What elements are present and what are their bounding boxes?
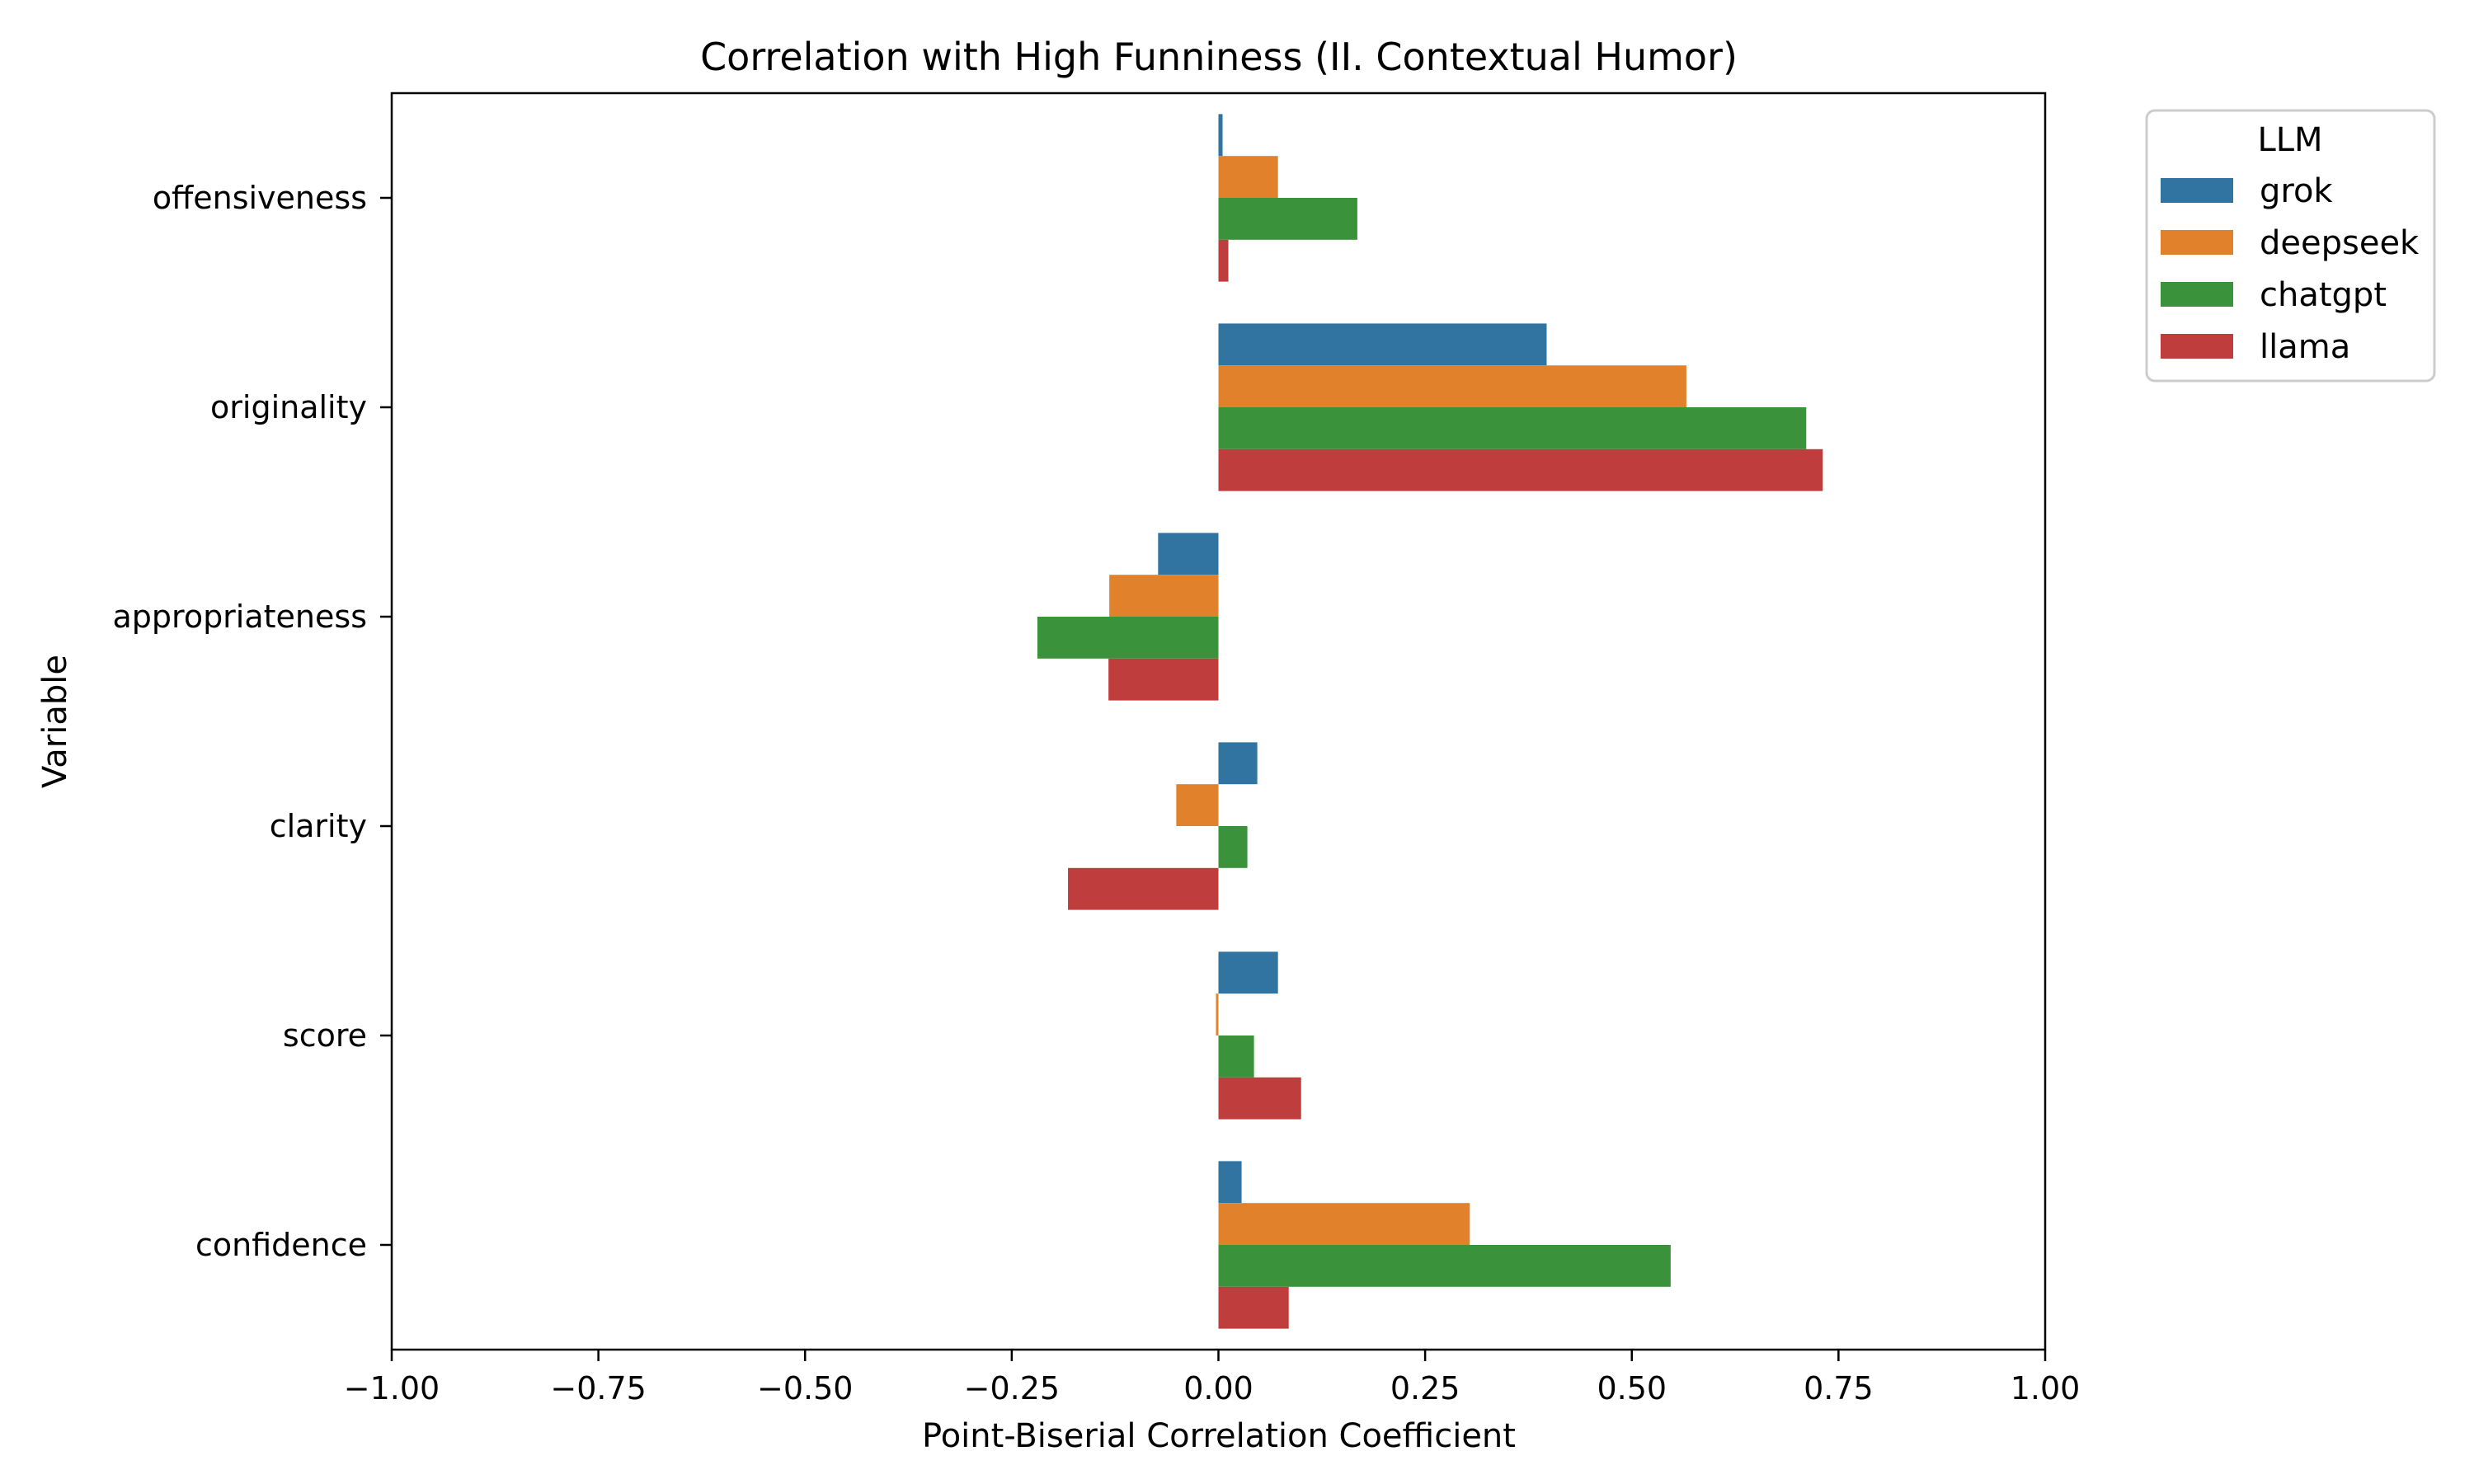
legend-swatch-grok: [2161, 178, 2233, 203]
legend-swatch-chatgpt: [2161, 282, 2233, 307]
legend-label-llama: llama: [2260, 328, 2350, 366]
legend: LLM grok deepseek chatgpt llama: [2145, 109, 2436, 383]
bar-deepseek-originality: [1218, 365, 1686, 407]
bar-llama-offensiveness: [1218, 239, 1229, 282]
y-axis-label: Variable: [36, 655, 74, 788]
x-axis-label: Point-Biserial Correlation Coefficient: [922, 1417, 1516, 1455]
bar-chatgpt-confidence: [1218, 1245, 1671, 1287]
legend-title: LLM: [2257, 121, 2322, 159]
bar-chatgpt-offensiveness: [1218, 198, 1357, 240]
bar-grok-confidence: [1218, 1161, 1242, 1204]
y-tick-label-confidence: confidence: [195, 1227, 367, 1263]
bar-chatgpt-clarity: [1218, 826, 1248, 868]
bar-grok-score: [1218, 951, 1278, 994]
x-tick-label: −0.25: [964, 1370, 1060, 1407]
y-tick-label-originality: originality: [210, 389, 367, 425]
bar-deepseek-clarity: [1176, 784, 1219, 826]
y-tick-label-offensiveness: offensiveness: [153, 180, 367, 216]
bar-chatgpt-score: [1218, 1036, 1254, 1078]
y-tick-label-score: score: [283, 1017, 367, 1054]
plot-area: −1.00 −0.75 −0.50 −0.25 0.00 0.25 0.50 0.75 1.00…: [113, 92, 2081, 1407]
bar-llama-originality: [1218, 448, 1823, 491]
legend-swatch-llama: [2161, 334, 2233, 359]
x-tick-label: 0.75: [1804, 1370, 1874, 1407]
bar-deepseek-score: [1216, 993, 1219, 1036]
bar-grok-clarity: [1218, 742, 1258, 785]
legend-swatch-deepseek: [2161, 230, 2233, 255]
bar-chatgpt-appropriateness: [1037, 617, 1219, 659]
x-tick-label: 0.50: [1597, 1370, 1667, 1407]
x-tick-label: −0.50: [757, 1370, 853, 1407]
x-tick-label: 1.00: [2011, 1370, 2081, 1407]
y-tick-label-appropriateness: appropriateness: [113, 599, 368, 635]
bar-chatgpt-originality: [1218, 407, 1807, 449]
bar-llama-appropriateness: [1108, 658, 1219, 701]
bar-grok-originality: [1218, 323, 1547, 366]
x-tick-label: 0.25: [1390, 1370, 1460, 1407]
bar-llama-score: [1218, 1077, 1301, 1120]
x-tick-label: −0.75: [550, 1370, 646, 1407]
chart-title: Correlation with High Funniness (II. Con…: [700, 35, 1738, 79]
legend-label-chatgpt: chatgpt: [2260, 276, 2387, 314]
bar-deepseek-appropriateness: [1109, 575, 1219, 617]
bar-deepseek-confidence: [1218, 1203, 1470, 1245]
legend-label-deepseek: deepseek: [2260, 224, 2420, 262]
legend-label-grok: grok: [2260, 172, 2333, 210]
bar-llama-clarity: [1068, 867, 1219, 910]
bar-grok-offensiveness: [1218, 114, 1223, 157]
bar-deepseek-offensiveness: [1218, 156, 1278, 198]
x-tick-label: −1.00: [344, 1370, 440, 1407]
x-tick-label: 0.00: [1183, 1370, 1253, 1407]
bar-llama-confidence: [1218, 1286, 1289, 1329]
bar-grok-appropriateness: [1158, 533, 1219, 575]
y-tick-label-clarity: clarity: [270, 808, 367, 844]
